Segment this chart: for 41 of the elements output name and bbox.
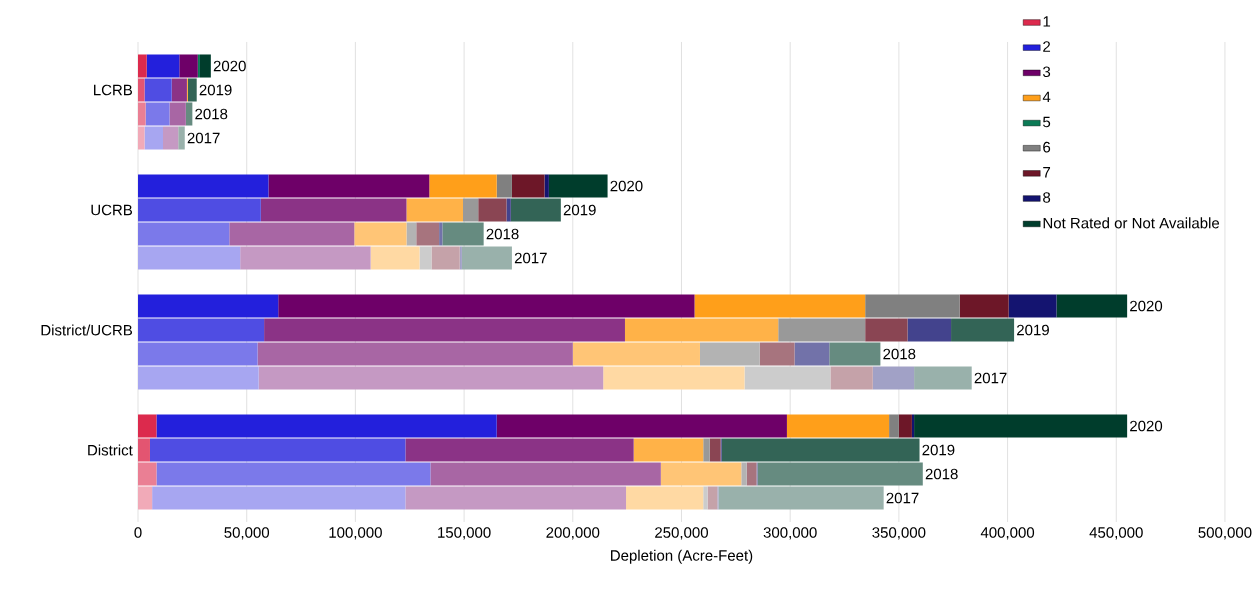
y-tick-label: District <box>88 444 133 456</box>
annotation: 2019 <box>563 204 596 216</box>
x-tick-label: 500,000 <box>1198 527 1252 540</box>
annotation: 2018 <box>486 228 519 240</box>
x-tick-label: 0 <box>134 527 142 538</box>
legend-label: 7 <box>1043 167 1051 178</box>
annotation: 2018 <box>195 108 228 120</box>
legend-label: Not Rated or Not Available <box>1043 217 1220 229</box>
x-tick-label: 100,000 <box>329 527 382 540</box>
annotation: 2019 <box>199 84 232 96</box>
annotation: 2020 <box>610 180 643 192</box>
annotation: 2017 <box>974 372 1007 384</box>
annotation: 2017 <box>187 132 220 144</box>
annotation: 2019 <box>922 444 955 456</box>
x-tick-label: 250,000 <box>655 527 708 540</box>
x-tick-label: 150,000 <box>438 527 491 540</box>
legend-label: 5 <box>1043 116 1051 128</box>
annotation: 2017 <box>886 492 919 504</box>
legend-label: 2 <box>1043 41 1051 52</box>
legend-label: 4 <box>1042 91 1051 103</box>
x-tick-label: 350,000 <box>872 527 926 540</box>
annotation: 2020 <box>1130 420 1163 432</box>
legend-label: 8 <box>1043 192 1051 203</box>
annotation: 2019 <box>1017 324 1049 336</box>
y-tick-label: UCRB <box>91 204 133 216</box>
annotation: 2020 <box>1130 300 1163 312</box>
legend-label: 6 <box>1043 141 1051 153</box>
annotation: 2020 <box>213 60 246 72</box>
x-tick-label: 300,000 <box>763 527 817 540</box>
x-axis-title: Depletion (Acre-Feet) <box>611 549 753 564</box>
y-tick-label: District/UCRB <box>41 324 133 336</box>
annotation: 2018 <box>883 348 916 360</box>
legend-label: 1 <box>1043 16 1051 27</box>
x-tick-label: 200,000 <box>546 527 600 540</box>
y-tick-label: LCRB <box>94 84 133 96</box>
legend-label: 3 <box>1043 66 1051 78</box>
annotation: 2017 <box>514 252 547 264</box>
annotation: 2018 <box>925 468 958 480</box>
x-tick-label: 50,000 <box>224 527 270 540</box>
x-tick-label: 450,000 <box>1089 527 1143 540</box>
x-tick-label: 400,000 <box>980 527 1035 540</box>
